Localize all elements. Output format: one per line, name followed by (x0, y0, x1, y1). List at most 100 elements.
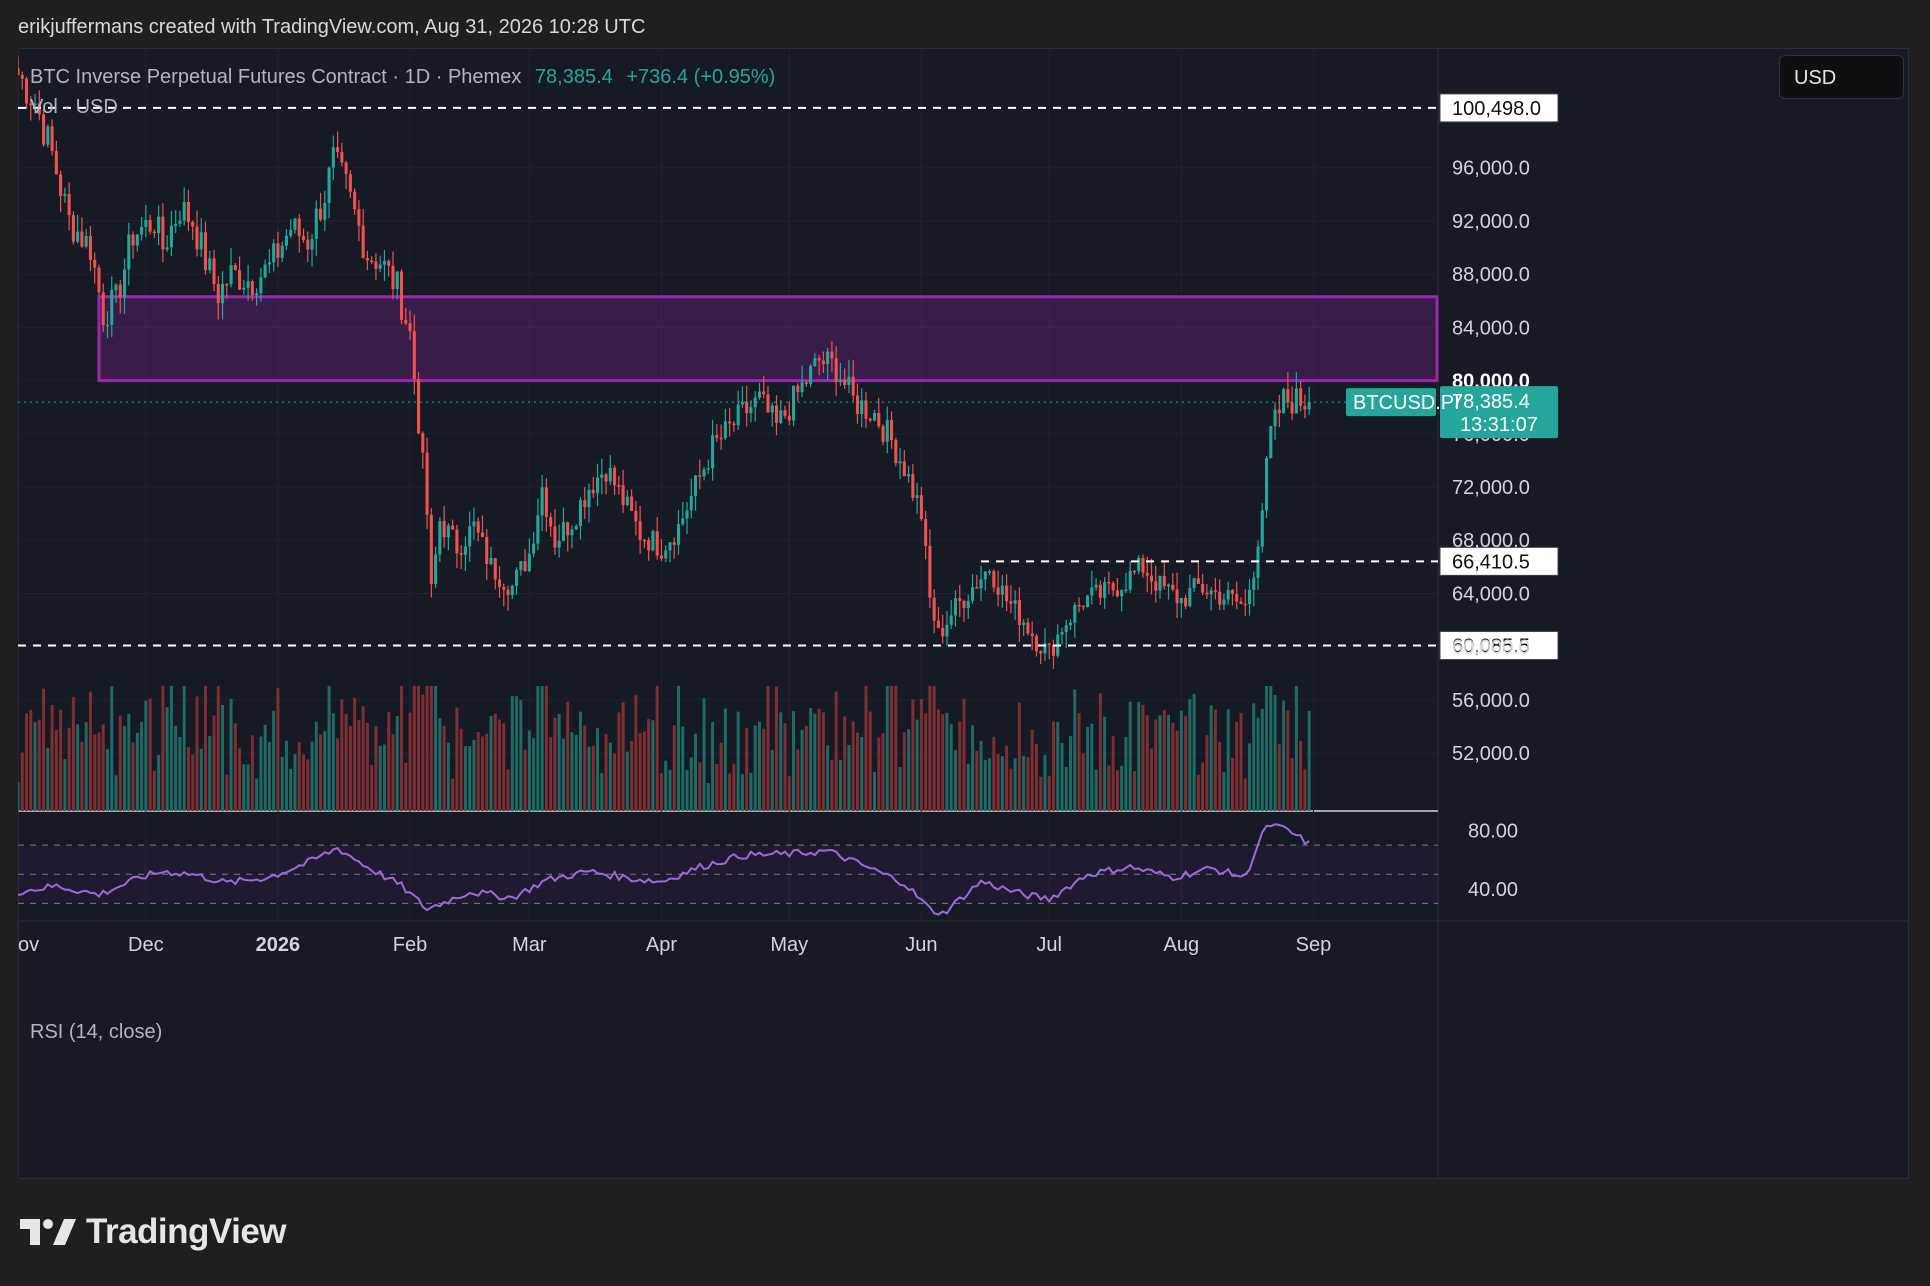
volume-bar (493, 713, 497, 811)
y-tick-label: 96,000.0 (1452, 158, 1530, 180)
volume-bar (557, 714, 561, 811)
candle-body (67, 193, 71, 216)
candle-body (71, 215, 75, 242)
candle-body (1277, 409, 1281, 414)
volume-bar (1299, 741, 1303, 811)
volume-bar (634, 695, 638, 811)
tradingview-logo: TradingView (20, 1212, 287, 1252)
candle-body (851, 376, 855, 396)
volume-bar (169, 686, 173, 811)
candle-body (962, 601, 966, 608)
candle-body (1239, 601, 1243, 604)
timeframe: 1D (404, 66, 431, 88)
volume-bar (570, 732, 574, 811)
candle-body (574, 525, 578, 530)
x-tick-label: Jul (1036, 934, 1062, 956)
rsi-legend[interactable]: RSI (14, close) (30, 1021, 163, 1043)
x-tick-label: Feb (393, 934, 427, 956)
volume-bar (655, 686, 659, 811)
candle-body (604, 474, 608, 482)
volume-bar (992, 736, 996, 811)
candle-body (33, 103, 37, 106)
last-price: 78,385.4 (534, 66, 613, 88)
candle-body (621, 485, 625, 505)
candle-body (1090, 587, 1094, 596)
candle-body (199, 232, 203, 250)
candle-body (429, 514, 433, 584)
volume-bar (711, 721, 715, 811)
candle-body (417, 379, 421, 434)
candle-body (284, 235, 288, 246)
volume-bar (293, 754, 297, 811)
candle-body (1086, 595, 1090, 607)
volume-bar (715, 764, 719, 811)
volume-bar (719, 742, 723, 811)
volume-bar (706, 783, 710, 811)
candle-body (1068, 622, 1073, 626)
x-tick-label: Sep (1296, 934, 1332, 956)
volume-bar (29, 710, 33, 811)
candle-body (110, 290, 114, 325)
candle-body (1205, 592, 1209, 595)
candle-body (583, 500, 587, 508)
volume-bar (101, 724, 105, 811)
y-tick-label: 60,000.0 (1452, 637, 1530, 659)
symbol-legend[interactable]: BTC Inverse Perpetual Futures Contract ·… (30, 66, 776, 88)
candle-body (595, 477, 600, 494)
volume-bar (877, 737, 881, 811)
candle-body (122, 269, 127, 298)
volume-bar (873, 771, 877, 811)
candle-body (1265, 458, 1269, 511)
volume-bar (400, 686, 404, 811)
volume-bar (898, 767, 902, 811)
volume-bar (1086, 726, 1090, 811)
chart-canvas[interactable]: 100,498.0 66,410.5 60,085.5 52,000.0 56,000.… (18, 48, 1909, 1179)
candle-body (1175, 589, 1179, 604)
volume-bar (1039, 776, 1043, 811)
volume-bar (800, 729, 804, 811)
candle-body (272, 243, 276, 263)
volume-bar (1064, 767, 1068, 811)
volume-bar (161, 686, 165, 811)
volume-bar (374, 726, 378, 811)
volume-bar (591, 745, 595, 811)
tradingview-logo-icon (20, 1219, 76, 1245)
candle-body (1243, 603, 1247, 606)
volume-bar (208, 736, 212, 811)
volume-bar (289, 768, 293, 811)
volume-bar (250, 735, 254, 811)
volume-bar (932, 686, 936, 811)
candle-body (267, 262, 271, 265)
candle-body (480, 532, 485, 537)
candle-body (63, 193, 67, 196)
candle-body (945, 624, 949, 637)
candle-body (736, 404, 740, 426)
candle-body (297, 218, 301, 237)
volume-bar (1188, 699, 1192, 811)
candle-body (1154, 581, 1158, 591)
candle-body (93, 259, 97, 268)
candle-body (877, 412, 881, 427)
candle-body (728, 421, 732, 424)
candle-body (749, 407, 753, 414)
volume-legend[interactable]: Vol · USD (30, 96, 118, 118)
volume-bar (617, 712, 621, 811)
candle-body (523, 561, 527, 572)
rsi-tick-label: 80.00 (1468, 821, 1518, 843)
volume-bar (76, 724, 80, 811)
volume-bar (165, 707, 169, 811)
candle-body (617, 485, 621, 487)
volume-bar (182, 686, 186, 811)
volume-bar (813, 713, 817, 811)
currency-button[interactable]: USD (1779, 55, 1904, 99)
volume-bar (1081, 753, 1085, 811)
volume-bar (860, 736, 864, 811)
candle-body (732, 423, 736, 426)
symbol-name: BTC Inverse Perpetual Futures Contract (30, 66, 387, 88)
volume-bar (191, 754, 195, 811)
candle-body (753, 397, 757, 408)
candle-body (221, 283, 225, 304)
candle-body (647, 540, 651, 551)
volume-bar (404, 762, 408, 811)
volume-bar (391, 734, 395, 811)
